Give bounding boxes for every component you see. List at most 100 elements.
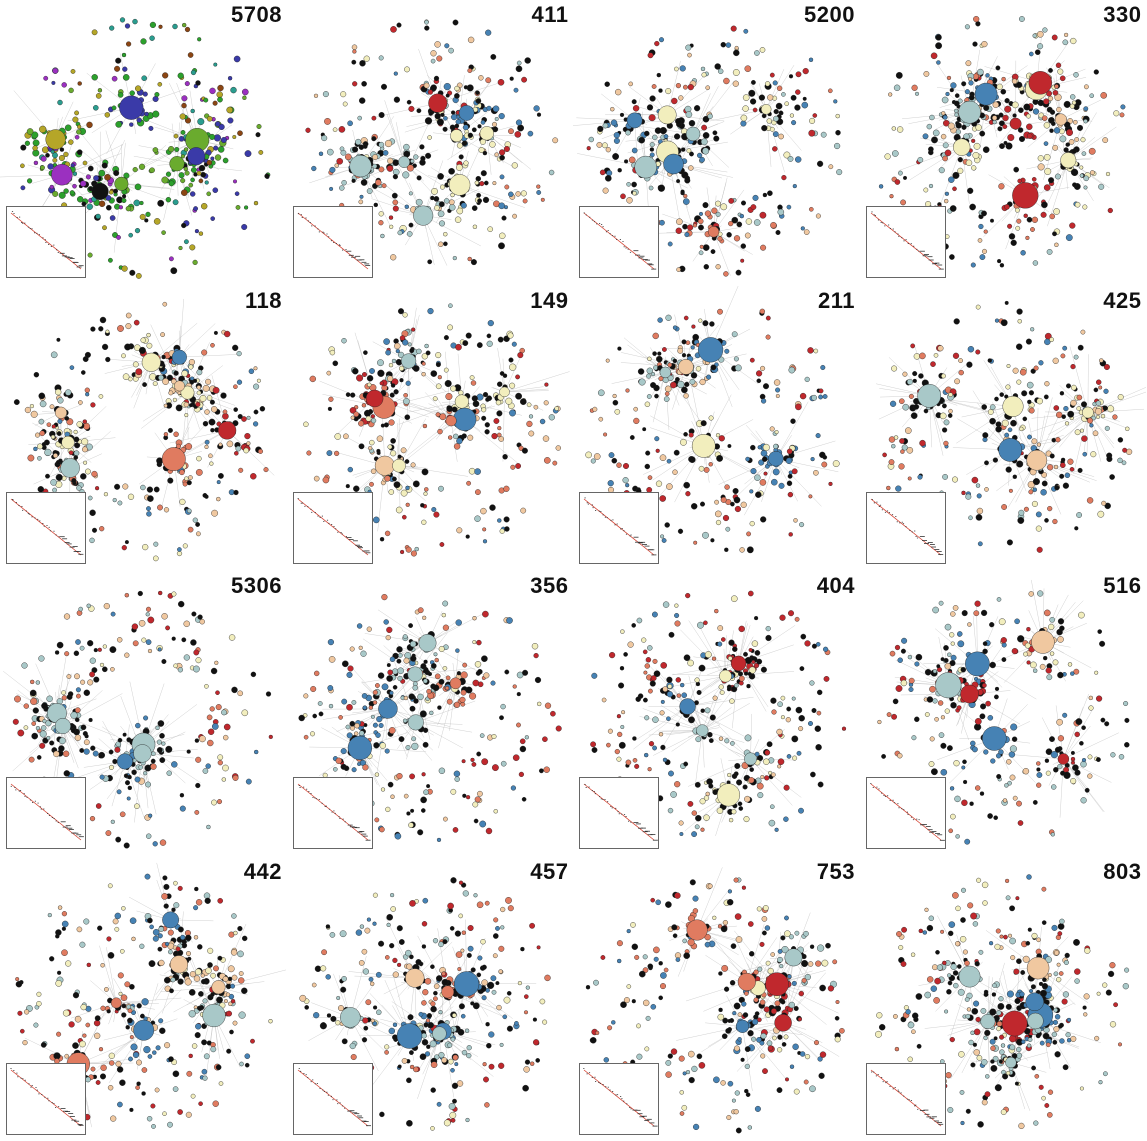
node xyxy=(244,206,248,210)
degree-point xyxy=(58,822,59,823)
node xyxy=(193,206,197,210)
node xyxy=(219,442,223,446)
node xyxy=(216,497,220,501)
degree-point xyxy=(877,220,878,221)
node xyxy=(434,76,439,81)
node xyxy=(50,185,54,189)
node xyxy=(132,770,137,775)
node xyxy=(195,810,199,814)
degree-point xyxy=(894,231,895,232)
node xyxy=(552,138,557,143)
degree-point xyxy=(73,546,78,547)
node xyxy=(1060,353,1064,357)
node xyxy=(182,23,186,27)
node xyxy=(923,188,927,192)
node xyxy=(154,541,159,546)
node xyxy=(319,152,323,156)
node xyxy=(77,421,83,427)
degree-point xyxy=(61,821,66,822)
node xyxy=(1090,451,1096,457)
node xyxy=(456,164,462,170)
node xyxy=(736,270,741,275)
node xyxy=(923,71,928,76)
node xyxy=(150,22,156,28)
node xyxy=(88,253,93,258)
degree-point xyxy=(584,213,585,214)
node xyxy=(771,479,777,485)
node xyxy=(378,112,384,118)
node xyxy=(217,480,221,484)
node xyxy=(480,508,486,514)
node xyxy=(130,91,135,96)
node xyxy=(1049,337,1053,341)
node xyxy=(708,114,713,119)
node xyxy=(486,340,492,346)
node xyxy=(463,161,468,166)
node xyxy=(496,410,502,416)
node xyxy=(116,235,120,239)
node xyxy=(723,78,729,84)
node xyxy=(948,392,952,396)
degree-point xyxy=(612,519,613,520)
node xyxy=(413,155,418,160)
degree-point xyxy=(625,248,626,249)
node xyxy=(788,156,793,161)
node xyxy=(614,132,620,138)
node xyxy=(894,85,900,91)
node xyxy=(790,114,794,118)
node xyxy=(88,166,93,171)
node xyxy=(472,128,476,132)
node xyxy=(1087,497,1093,503)
node xyxy=(788,474,792,478)
node xyxy=(217,97,222,102)
node xyxy=(976,508,982,514)
node xyxy=(992,102,998,108)
node xyxy=(701,139,707,145)
node xyxy=(999,143,1004,148)
node xyxy=(1042,28,1047,33)
degree-point xyxy=(22,509,23,510)
node xyxy=(958,370,963,375)
degree-point xyxy=(51,246,52,247)
node xyxy=(682,224,687,229)
node xyxy=(1033,109,1039,115)
degree-point xyxy=(922,540,927,541)
node xyxy=(1047,464,1053,470)
node xyxy=(529,414,533,418)
node xyxy=(85,352,91,358)
node xyxy=(456,438,462,444)
node xyxy=(393,72,397,76)
node xyxy=(160,332,164,336)
node xyxy=(61,691,65,695)
node xyxy=(1079,174,1083,178)
node xyxy=(115,177,129,191)
degree-point xyxy=(24,223,25,224)
degree-distribution-inset xyxy=(6,492,86,564)
node xyxy=(971,477,977,483)
node xyxy=(750,358,754,362)
node xyxy=(134,200,140,206)
node xyxy=(125,780,130,785)
node xyxy=(371,418,376,423)
node xyxy=(509,363,516,370)
node xyxy=(994,396,998,400)
node xyxy=(75,735,81,741)
node xyxy=(222,765,228,771)
node xyxy=(75,639,80,644)
node xyxy=(139,765,143,769)
node xyxy=(100,775,105,780)
node xyxy=(68,140,73,145)
node xyxy=(884,154,890,160)
node xyxy=(725,484,730,489)
node xyxy=(975,125,981,131)
node xyxy=(343,102,347,106)
node xyxy=(436,362,441,367)
degree-point xyxy=(318,232,319,233)
node xyxy=(352,368,358,374)
node xyxy=(357,116,361,120)
node xyxy=(433,196,438,201)
node xyxy=(684,432,688,436)
node xyxy=(949,254,954,259)
node xyxy=(153,841,158,846)
node xyxy=(74,430,78,434)
